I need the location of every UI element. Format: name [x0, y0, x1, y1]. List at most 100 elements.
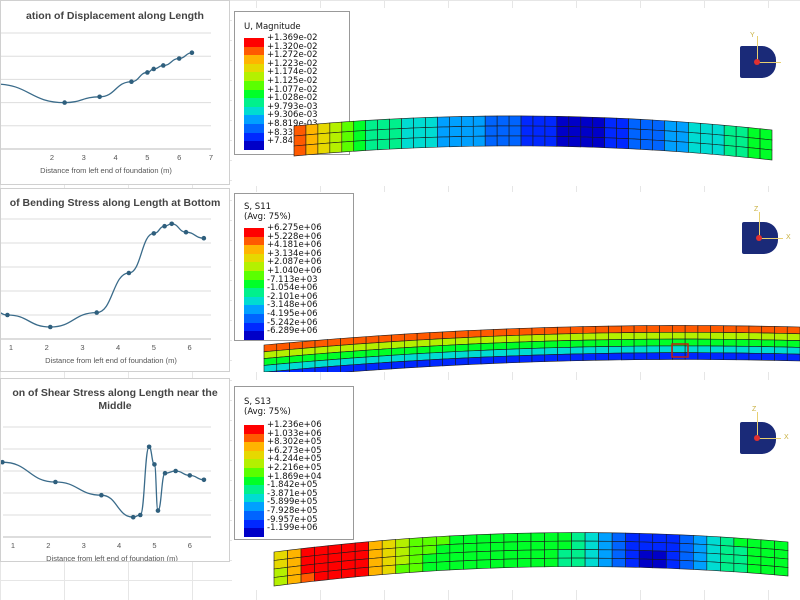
legend-title: S, S11	[244, 202, 272, 212]
mesh-element	[437, 116, 450, 128]
mesh-element	[711, 143, 725, 156]
legend-label: +4.244e+05	[267, 454, 322, 465]
axis-label-z: Z	[752, 406, 757, 413]
mesh-element	[616, 137, 629, 150]
series-line	[1, 52, 192, 104]
mesh-element	[595, 352, 609, 361]
legend-swatch	[244, 106, 264, 116]
x-tick-label: 2	[46, 541, 50, 550]
legend-swatch	[244, 253, 264, 263]
legend-swatch	[244, 98, 264, 107]
mesh-element	[723, 338, 737, 347]
mesh-element	[659, 352, 673, 360]
data-point	[201, 235, 207, 241]
contour-legend: S, S11 (Avg: 75%) +6.275e+06 +5.228e+06 +4…	[234, 193, 354, 341]
mesh-element	[720, 536, 735, 547]
mesh-element	[611, 532, 626, 542]
mesh-element	[463, 559, 478, 570]
x-tick-label: 4	[117, 541, 121, 550]
mesh-element	[640, 129, 653, 141]
mesh-element	[353, 356, 367, 366]
mesh-element	[408, 554, 424, 565]
mesh-element	[735, 146, 749, 158]
mesh-element	[684, 345, 699, 353]
mesh-element	[676, 121, 689, 133]
mesh-element	[569, 326, 584, 334]
mesh-element	[329, 131, 343, 144]
viewport-s13[interactable]: S, S13 (Avg: 75%) +1.236e+06 +1.033e+06 +8…	[232, 380, 800, 590]
legend-label: -3.148e+06	[267, 300, 318, 311]
displacement-chart[interactable]: ation of Displacement along Length 2 3 4 5 6…	[0, 0, 230, 185]
mesh-element	[665, 542, 681, 553]
mesh-element	[408, 537, 424, 548]
legend-swatch	[244, 476, 264, 486]
mesh-element	[684, 331, 699, 340]
mesh-element	[638, 550, 654, 560]
legend-label: +1.236e+06	[267, 420, 322, 430]
mesh-element	[544, 326, 558, 335]
mesh-element	[401, 137, 414, 149]
deformed-beam-contour[interactable]	[232, 8, 800, 186]
mesh-element	[735, 136, 749, 148]
x-tick-label: 4	[116, 343, 120, 352]
legend-swatch	[244, 245, 264, 254]
legend-swatch	[244, 528, 264, 537]
mesh-element	[544, 532, 559, 542]
mesh-element	[437, 126, 450, 138]
viewport-s11[interactable]: S, S11 (Avg: 75%) +6.275e+06 +5.228e+06 +4…	[232, 192, 800, 372]
mesh-element	[735, 352, 750, 361]
mesh-element	[774, 540, 789, 551]
mesh-element	[761, 332, 775, 341]
legend-label: -1.842e+05	[267, 480, 318, 491]
mesh-element	[688, 122, 701, 134]
mesh-element	[314, 366, 329, 372]
mesh-element	[496, 135, 510, 147]
mesh-element	[461, 125, 474, 137]
data-point	[97, 94, 102, 100]
mesh-element	[557, 549, 572, 559]
mesh-element	[633, 345, 648, 354]
mesh-element	[652, 129, 665, 142]
shear-stress-chart[interactable]: on of Shear Stress along Length near the…	[0, 378, 230, 562]
legend-label: +6.273e+05	[267, 445, 322, 456]
mesh-element	[416, 352, 431, 361]
mesh-element	[786, 339, 800, 348]
mesh-element	[276, 369, 290, 372]
mesh-element	[467, 329, 482, 338]
mesh-element	[582, 332, 597, 341]
mesh-element	[676, 131, 689, 143]
bending-stress-chart[interactable]: of Bending Stress along Length at Bottom…	[0, 188, 230, 372]
data-point	[1, 459, 5, 465]
deformed-beam-contour[interactable]	[232, 380, 800, 590]
mesh-element	[747, 546, 762, 558]
mesh-element	[289, 368, 303, 372]
mesh-element	[476, 533, 491, 544]
mesh-element	[628, 118, 641, 130]
legend-label: +2.216e+05	[267, 463, 322, 473]
mesh-element	[493, 355, 507, 364]
mesh-element	[679, 551, 694, 562]
mesh-element	[720, 553, 735, 564]
mesh-element	[381, 564, 397, 575]
mesh-element	[404, 353, 418, 362]
mesh-element	[706, 561, 721, 572]
mesh-element	[377, 138, 390, 151]
mesh-element	[293, 124, 307, 137]
legend-label: +9.793e-03	[267, 101, 318, 112]
mesh-element	[646, 345, 660, 354]
mesh-element	[659, 325, 673, 333]
mesh-element	[557, 557, 572, 567]
mesh-element	[568, 116, 582, 128]
mesh-element	[449, 116, 462, 128]
mesh-element	[640, 139, 653, 151]
mesh-element	[665, 550, 681, 561]
mesh-element	[569, 353, 584, 362]
legend-swatch	[244, 450, 264, 460]
deformed-beam-contour[interactable]	[232, 192, 800, 372]
mesh-element	[774, 353, 788, 361]
viewport-displacement[interactable]: U, Magnitude +1.369e-02 +1.320e-02 +1.272e…	[232, 8, 800, 186]
mesh-element	[571, 549, 586, 559]
legend-swatch	[244, 305, 264, 314]
mesh-element	[413, 117, 426, 129]
mesh-element	[413, 127, 426, 139]
